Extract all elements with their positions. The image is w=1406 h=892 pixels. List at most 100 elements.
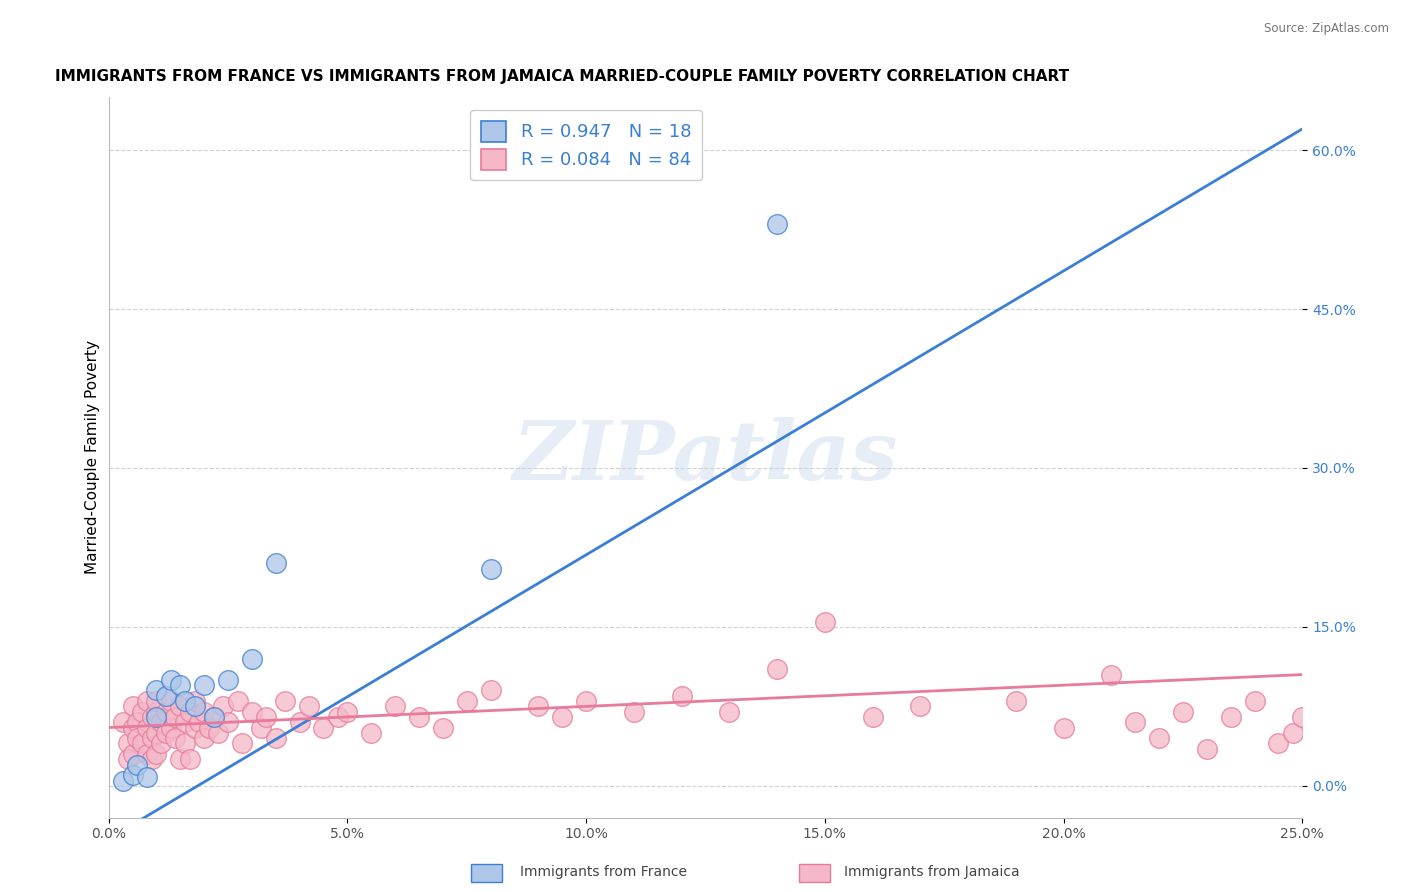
Point — [135, 694, 157, 708]
Point — [360, 726, 382, 740]
Point — [212, 699, 235, 714]
Text: IMMIGRANTS FROM FRANCE VS IMMIGRANTS FROM JAMAICA MARRIED-COUPLE FAMILY POVERTY : IMMIGRANTS FROM FRANCE VS IMMIGRANTS FRO… — [55, 69, 1069, 84]
Point — [165, 710, 187, 724]
Point — [179, 752, 201, 766]
Point — [479, 683, 502, 698]
Point — [623, 705, 645, 719]
Point — [145, 726, 167, 740]
Text: Immigrants from France: Immigrants from France — [520, 865, 688, 880]
Point — [111, 715, 134, 730]
Point — [240, 705, 263, 719]
Point — [264, 731, 287, 746]
Point — [231, 736, 253, 750]
Point — [121, 768, 143, 782]
Point — [207, 726, 229, 740]
Point — [155, 705, 177, 719]
Point — [174, 694, 197, 708]
Point — [131, 705, 153, 719]
Point — [141, 731, 163, 746]
Point — [1281, 726, 1303, 740]
Point — [145, 710, 167, 724]
Point — [135, 721, 157, 735]
Point — [254, 710, 277, 724]
Point — [718, 705, 741, 719]
Point — [183, 721, 205, 735]
Point — [183, 694, 205, 708]
Point — [121, 699, 143, 714]
Point — [169, 752, 191, 766]
Point — [169, 699, 191, 714]
Point — [575, 694, 598, 708]
Point — [150, 715, 173, 730]
Point — [174, 736, 197, 750]
Legend: R = 0.947   N = 18, R = 0.084   N = 84: R = 0.947 N = 18, R = 0.084 N = 84 — [470, 110, 702, 180]
Point — [766, 217, 789, 231]
Text: Immigrants from Jamaica: Immigrants from Jamaica — [844, 865, 1019, 880]
Point — [183, 699, 205, 714]
Point — [240, 651, 263, 665]
Point — [127, 757, 149, 772]
Point — [250, 721, 273, 735]
Point — [384, 699, 406, 714]
Point — [145, 747, 167, 761]
Point — [1004, 694, 1026, 708]
Point — [814, 615, 837, 629]
Point — [671, 689, 693, 703]
Point — [1195, 741, 1218, 756]
Point — [193, 705, 215, 719]
Point — [179, 705, 201, 719]
Point — [1219, 710, 1241, 724]
Point — [1243, 694, 1265, 708]
Point — [1147, 731, 1170, 746]
Text: Source: ZipAtlas.com: Source: ZipAtlas.com — [1264, 22, 1389, 36]
Point — [336, 705, 359, 719]
Point — [121, 721, 143, 735]
Point — [174, 715, 197, 730]
Point — [862, 710, 884, 724]
Point — [141, 752, 163, 766]
Point — [117, 752, 139, 766]
Point — [198, 721, 221, 735]
Point — [226, 694, 249, 708]
Point — [121, 747, 143, 761]
Point — [145, 683, 167, 698]
Point — [165, 731, 187, 746]
Point — [150, 736, 173, 750]
Point — [202, 710, 225, 724]
Point — [159, 694, 181, 708]
Point — [1171, 705, 1194, 719]
Point — [202, 710, 225, 724]
Point — [264, 557, 287, 571]
Point — [145, 694, 167, 708]
Point — [217, 715, 239, 730]
Point — [1123, 715, 1146, 730]
Point — [408, 710, 430, 724]
Point — [188, 715, 211, 730]
Point — [274, 694, 297, 708]
Point — [117, 736, 139, 750]
Point — [127, 715, 149, 730]
Point — [155, 689, 177, 703]
Point — [1291, 710, 1313, 724]
Point — [766, 662, 789, 676]
Y-axis label: Married-Couple Family Poverty: Married-Couple Family Poverty — [86, 341, 100, 574]
Point — [169, 678, 191, 692]
Point — [159, 721, 181, 735]
Point — [551, 710, 574, 724]
Point — [479, 561, 502, 575]
Point — [127, 731, 149, 746]
Point — [432, 721, 454, 735]
Point — [456, 694, 478, 708]
Point — [131, 736, 153, 750]
Point — [288, 715, 311, 730]
Point — [193, 731, 215, 746]
Point — [217, 673, 239, 687]
Point — [910, 699, 932, 714]
Point — [1052, 721, 1074, 735]
Point — [135, 747, 157, 761]
Point — [141, 710, 163, 724]
Point — [312, 721, 335, 735]
Point — [193, 678, 215, 692]
Point — [159, 673, 181, 687]
Point — [111, 773, 134, 788]
